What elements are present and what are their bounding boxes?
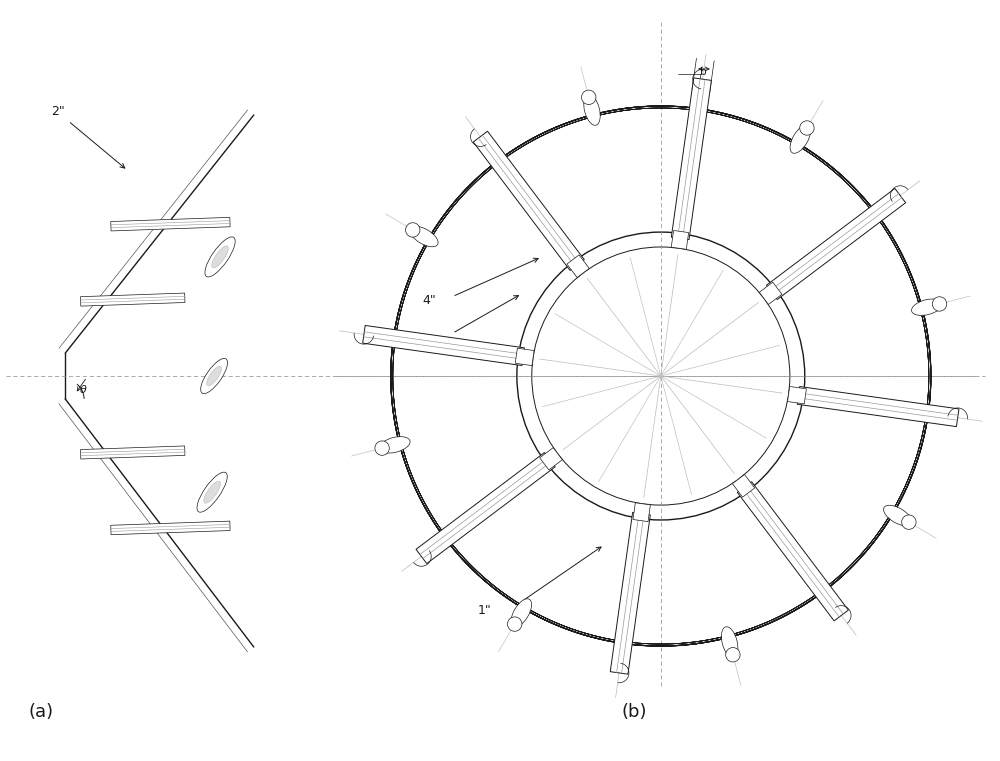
Ellipse shape (379, 437, 410, 453)
Polygon shape (766, 189, 906, 300)
Ellipse shape (790, 125, 811, 153)
Ellipse shape (884, 505, 912, 526)
Polygon shape (80, 446, 185, 459)
Polygon shape (633, 503, 650, 521)
Text: θ: θ (80, 385, 87, 395)
Ellipse shape (508, 617, 522, 632)
Polygon shape (416, 453, 555, 564)
Ellipse shape (726, 648, 740, 662)
Ellipse shape (912, 299, 943, 315)
Ellipse shape (800, 121, 814, 135)
Text: 4": 4" (423, 294, 436, 307)
Polygon shape (363, 326, 524, 365)
Text: b: b (700, 67, 707, 77)
Text: (b): (b) (621, 702, 647, 721)
Text: 3": 3" (423, 336, 436, 349)
Ellipse shape (582, 90, 596, 104)
Polygon shape (515, 349, 534, 365)
Ellipse shape (375, 441, 389, 455)
Polygon shape (567, 255, 589, 278)
Ellipse shape (207, 366, 221, 386)
Polygon shape (540, 447, 562, 470)
Polygon shape (671, 231, 689, 250)
Ellipse shape (406, 223, 420, 237)
Ellipse shape (205, 237, 235, 277)
Ellipse shape (204, 481, 220, 503)
Polygon shape (610, 512, 650, 674)
Ellipse shape (212, 246, 228, 268)
Text: 2": 2" (51, 105, 65, 118)
Polygon shape (111, 521, 230, 535)
Polygon shape (737, 482, 848, 621)
Polygon shape (797, 387, 959, 427)
Ellipse shape (511, 599, 532, 627)
Ellipse shape (902, 515, 916, 530)
Polygon shape (732, 475, 755, 497)
Polygon shape (759, 282, 782, 304)
Ellipse shape (932, 297, 947, 311)
Polygon shape (80, 293, 185, 306)
Text: (a): (a) (28, 702, 54, 721)
Ellipse shape (201, 358, 228, 393)
Polygon shape (473, 131, 584, 270)
Ellipse shape (197, 472, 227, 512)
Polygon shape (111, 218, 230, 231)
Ellipse shape (410, 226, 438, 247)
Ellipse shape (721, 627, 738, 658)
Polygon shape (671, 78, 711, 240)
Polygon shape (788, 387, 806, 404)
Text: 1": 1" (478, 604, 492, 617)
Ellipse shape (584, 94, 600, 126)
